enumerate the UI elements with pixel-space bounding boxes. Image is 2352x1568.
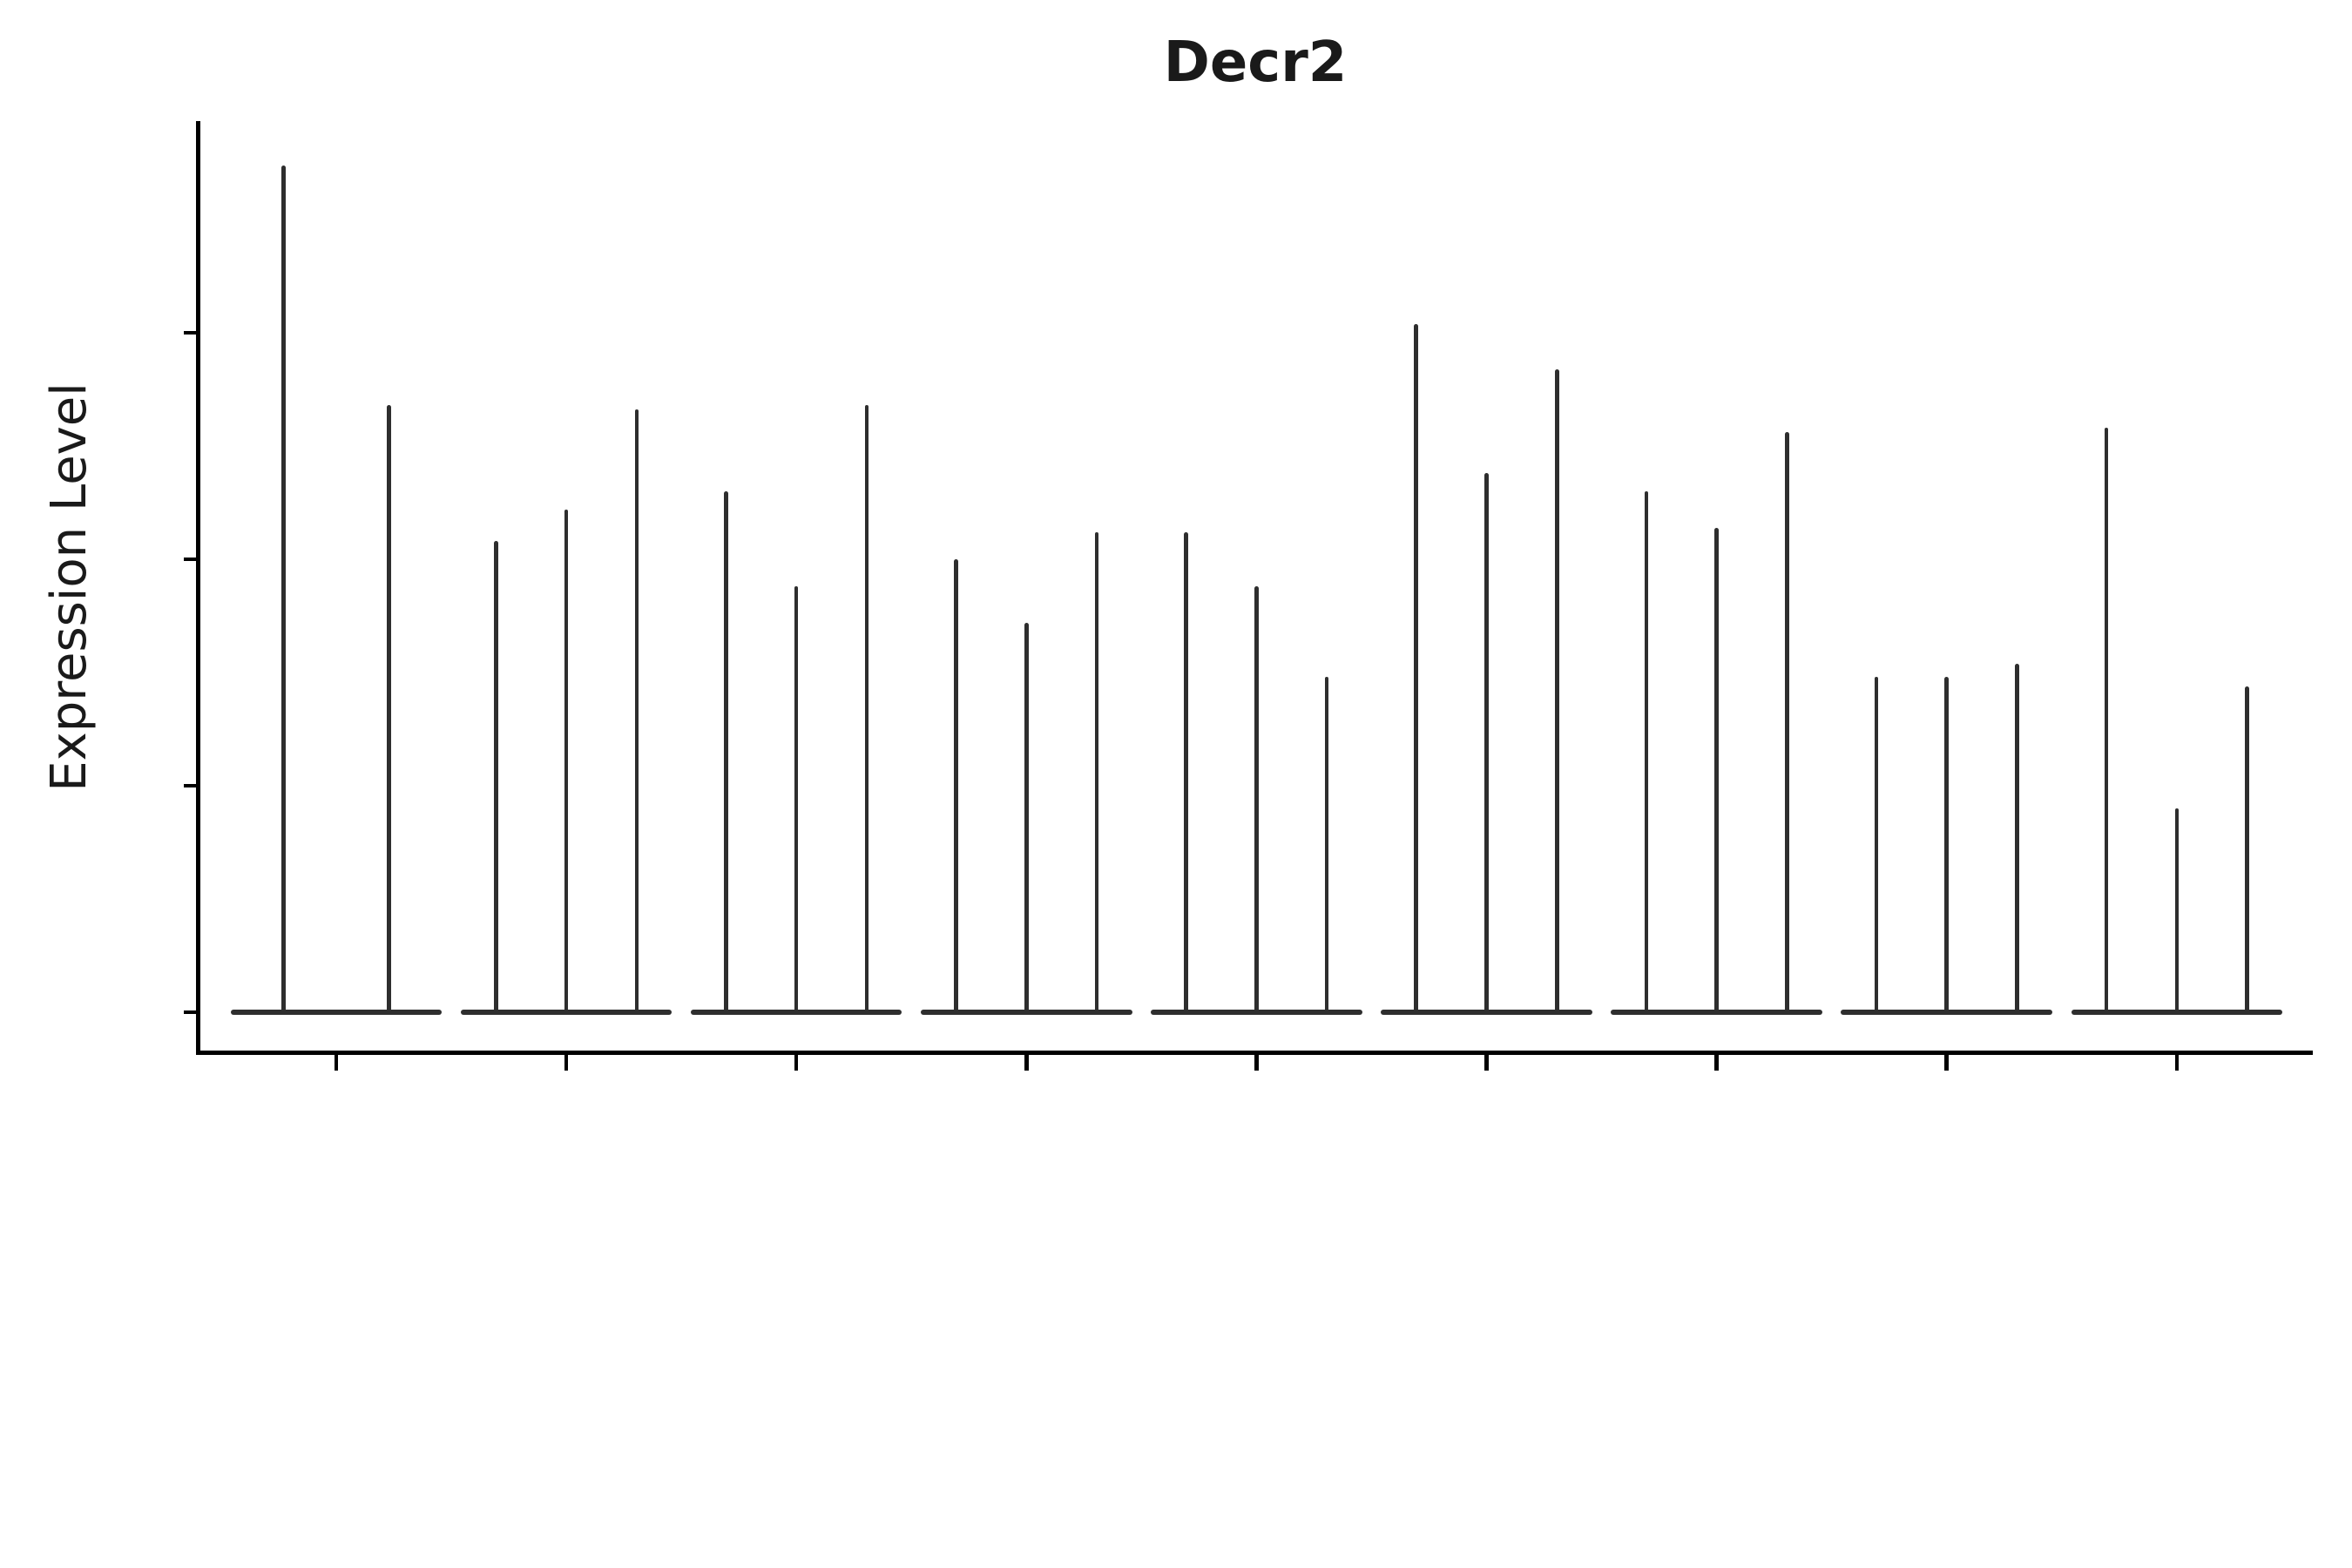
x-tick-mark bbox=[794, 1055, 799, 1071]
violin-body bbox=[1381, 1010, 1592, 1015]
y-axis-line bbox=[196, 121, 200, 1055]
violin-body bbox=[230, 1010, 443, 1015]
violin-spike bbox=[1555, 368, 1559, 1012]
violin-spike bbox=[1714, 527, 1719, 1012]
violin-spike bbox=[1414, 323, 1418, 1012]
violin-spike bbox=[2015, 663, 2019, 1012]
violin-spike bbox=[2245, 686, 2249, 1012]
violin-body bbox=[2071, 1010, 2283, 1015]
violin-spike bbox=[954, 559, 958, 1012]
y-tick-mark bbox=[184, 330, 196, 335]
x-tick-mark bbox=[1024, 1055, 1029, 1071]
violin-spike bbox=[2174, 808, 2180, 1012]
violin-body bbox=[921, 1010, 1132, 1015]
violin-spike bbox=[1094, 531, 1099, 1012]
violin-spike bbox=[1254, 586, 1259, 1012]
x-tick-mark bbox=[1944, 1055, 1949, 1071]
violin-spike bbox=[1184, 531, 1188, 1012]
violin-spike bbox=[564, 509, 569, 1012]
x-axis-line bbox=[196, 1051, 2313, 1055]
violin-spike bbox=[1484, 473, 1489, 1012]
plot-title: Decr2 bbox=[1163, 30, 1348, 95]
violin-spike bbox=[634, 409, 639, 1012]
violin-spike bbox=[2104, 428, 2109, 1012]
y-axis-title: Expression Level bbox=[41, 382, 98, 792]
x-tick-mark bbox=[564, 1055, 569, 1071]
x-tick-mark bbox=[1254, 1055, 1259, 1071]
violin-body bbox=[1611, 1010, 1822, 1015]
violin-body bbox=[1151, 1010, 1362, 1015]
violin-spike bbox=[864, 405, 869, 1012]
violin-spike bbox=[1785, 432, 1789, 1012]
violin-spike bbox=[794, 586, 799, 1012]
y-tick-mark bbox=[184, 783, 196, 788]
violin-spike bbox=[387, 405, 391, 1012]
x-tick-mark bbox=[1714, 1055, 1719, 1071]
violin-body bbox=[690, 1010, 902, 1015]
x-tick-mark bbox=[2174, 1055, 2180, 1071]
x-tick-mark bbox=[1484, 1055, 1489, 1071]
violin-body bbox=[460, 1010, 672, 1015]
violin-spike bbox=[724, 491, 728, 1012]
violin-spike bbox=[1024, 622, 1029, 1012]
violin-spike bbox=[281, 165, 286, 1012]
violin-spike bbox=[1874, 677, 1879, 1012]
violin-spike bbox=[494, 541, 498, 1012]
y-tick-mark bbox=[184, 557, 196, 562]
violin-spike bbox=[1324, 677, 1329, 1012]
y-tick-mark bbox=[184, 1010, 196, 1015]
x-tick-mark bbox=[334, 1055, 339, 1071]
violin-spike bbox=[1944, 677, 1949, 1012]
violin-body bbox=[1841, 1010, 2052, 1015]
violin-spike bbox=[1644, 491, 1649, 1012]
